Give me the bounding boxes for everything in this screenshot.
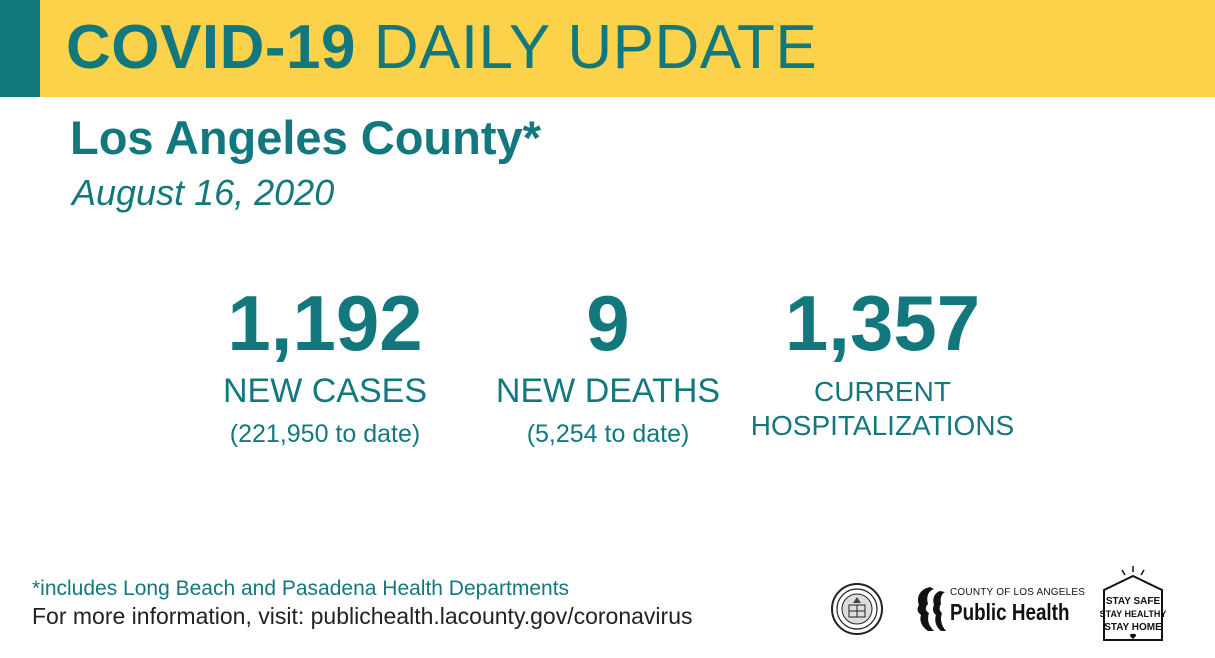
- more-info-text: For more information, visit: publichealt…: [32, 603, 693, 629]
- stay-safe-line-3: STAY HOME: [1104, 622, 1162, 633]
- stay-safe-line-1: STAY SAFE: [1106, 596, 1161, 607]
- stat-new-cases: 1,192 NEW CASES (221,950 to date): [200, 283, 450, 449]
- header-band: [0, 0, 1215, 97]
- hospitalizations-value: 1,357: [784, 279, 981, 367]
- footnote: *includes Long Beach and Pasadena Health…: [32, 577, 570, 600]
- new-deaths-value: 9: [586, 279, 630, 367]
- title-rest: DAILY UPDATE: [373, 13, 818, 82]
- hospitalizations-label-line1: CURRENT: [814, 376, 951, 407]
- new-cases-value: 1,192: [227, 279, 423, 367]
- stay-safe-logo: STAY SAFE STAY HEALTHY STAY HOME: [1100, 566, 1166, 641]
- public-health-name: Public Health: [950, 599, 1070, 625]
- deaths-to-date: (5,254 to date): [526, 420, 690, 448]
- county-seal-icon: [831, 583, 883, 635]
- header-accent-bar: [0, 0, 40, 97]
- title-bold: COVID-19: [66, 13, 356, 82]
- location-heading: Los Angeles County*: [70, 111, 541, 164]
- cases-to-date: (221,950 to date): [229, 420, 421, 448]
- public-health-profile-icon: [917, 587, 946, 631]
- page-title: COVID-19 DAILY UPDATE: [66, 14, 817, 82]
- stay-safe-line-2: STAY HEALTHY: [1100, 609, 1166, 619]
- public-health-logo: COUNTY OF LOS ANGELES Public Health: [910, 583, 1090, 635]
- stat-new-deaths: 9 NEW DEATHS (5,254 to date): [478, 283, 738, 449]
- new-deaths-label: NEW DEATHS: [495, 372, 721, 410]
- hospitalizations-label-line2: HOSPITALIZATIONS: [750, 410, 1015, 441]
- new-cases-label: NEW CASES: [222, 372, 428, 410]
- report-date: August 16, 2020: [72, 172, 335, 213]
- stat-hospitalizations: 1,357 CURRENT HOSPITALIZATIONS: [745, 283, 1020, 443]
- public-health-county-text: COUNTY OF LOS ANGELES: [950, 587, 1086, 598]
